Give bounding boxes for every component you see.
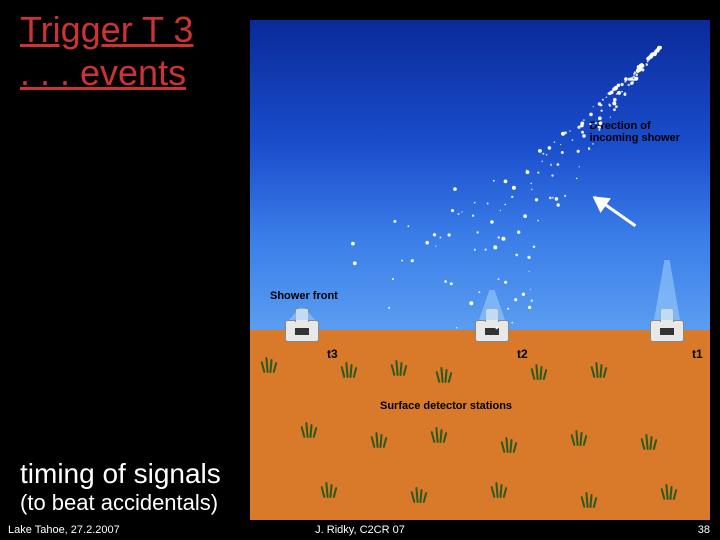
- footer-author: J. Ridky, C2CR 07: [315, 524, 405, 536]
- shower-particles: [250, 20, 710, 520]
- footer-page-number: 38: [698, 524, 710, 536]
- timing-label: timing of signals: [20, 458, 221, 490]
- slide-title: Trigger T 3 . . . events: [20, 8, 193, 94]
- footer-venue: Lake Tahoe, 27.2.2007: [8, 524, 120, 536]
- title-line2: . . . events: [20, 52, 186, 93]
- timing-sub-label: (to beat accidentals): [20, 490, 218, 516]
- title-line1: Trigger T 3: [20, 9, 193, 50]
- shower-diagram: Direction ofincoming shower Shower front…: [250, 20, 710, 520]
